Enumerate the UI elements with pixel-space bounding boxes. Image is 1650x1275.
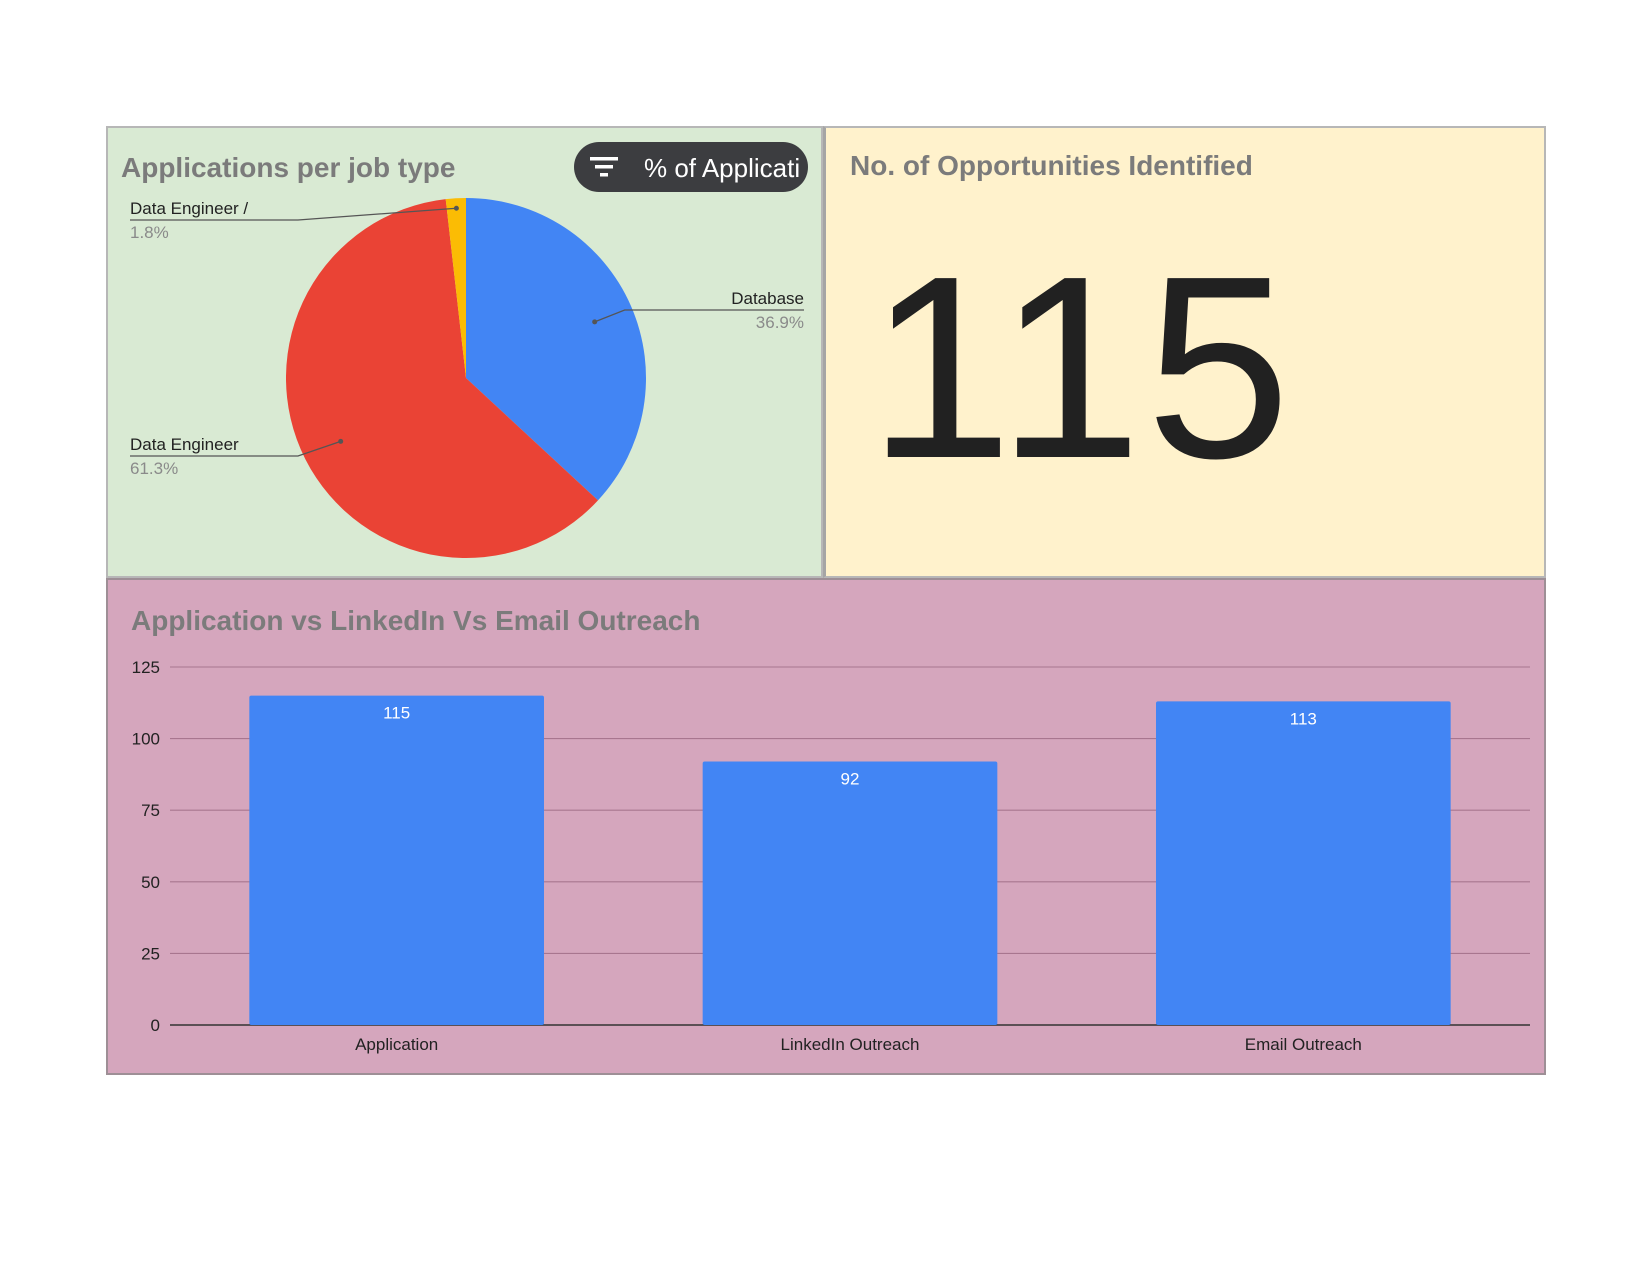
kpi-value: 115 <box>868 223 1295 513</box>
pie-slice-label: Data Engineer / <box>130 199 248 218</box>
pie-chart: Database 36.9% Data Engineer 61.3% Data Engi… <box>130 198 804 558</box>
pie-slice-data-engineer[interactable] <box>445 198 466 378</box>
bar-data-label: 92 <box>841 770 860 789</box>
pie-slice-label: Database <box>731 289 804 308</box>
pie-slice-label: Data Engineer <box>130 435 239 454</box>
bar-email-outreach[interactable] <box>1156 701 1451 1025</box>
bar-data-label: 113 <box>1290 709 1317 728</box>
kpi-panel: No. of Opportunities Identified 115 <box>823 126 1546 578</box>
y-tick-label: 125 <box>132 658 160 677</box>
x-category-label: LinkedIn Outreach <box>781 1035 920 1054</box>
bar-chart: 0 25 50 75 100 125 115 Application 92 LinkedIn Ou… <box>132 658 1530 1054</box>
pie-chart-panel: Database 36.9% Data Engineer 61.3% Data Engi… <box>106 126 823 578</box>
pie-slice-data-engineer[interactable] <box>286 199 598 558</box>
bar-data-label: 115 <box>383 704 410 723</box>
pie-leader-line <box>130 438 344 457</box>
pie-slice-percent: 61.3% <box>130 459 178 478</box>
filter-chip[interactable]: % of Applicati <box>574 142 808 192</box>
filter-icon <box>590 157 618 177</box>
y-tick-label: 50 <box>141 873 160 892</box>
pie-leader-line <box>130 205 459 221</box>
filter-chip-label: % of Applicati <box>644 153 801 183</box>
pie-slice-database[interactable] <box>466 198 646 501</box>
y-tick-label: 0 <box>151 1016 160 1035</box>
pie-leader-line <box>592 309 804 325</box>
y-tick-label: 25 <box>141 944 160 963</box>
bar-chart-title: Application vs LinkedIn Vs Email Outreac… <box>131 605 701 636</box>
y-tick-label: 75 <box>141 801 160 820</box>
bar-chart-panel: 0 25 50 75 100 125 115 Application 92 LinkedIn Ou… <box>106 578 1546 1075</box>
pie-chart-title: Applications per job type <box>121 152 456 183</box>
x-category-label: Application <box>355 1035 438 1054</box>
x-category-label: Email Outreach <box>1245 1035 1362 1054</box>
y-tick-label: 100 <box>132 730 160 749</box>
bar-application[interactable] <box>249 695 545 1025</box>
pie-slice-percent: 1.8% <box>130 223 169 242</box>
kpi-title: No. of Opportunities Identified <box>850 150 1253 181</box>
bar-linkedin-outreach[interactable] <box>702 761 998 1025</box>
pie-slice-percent: 36.9% <box>756 313 804 332</box>
